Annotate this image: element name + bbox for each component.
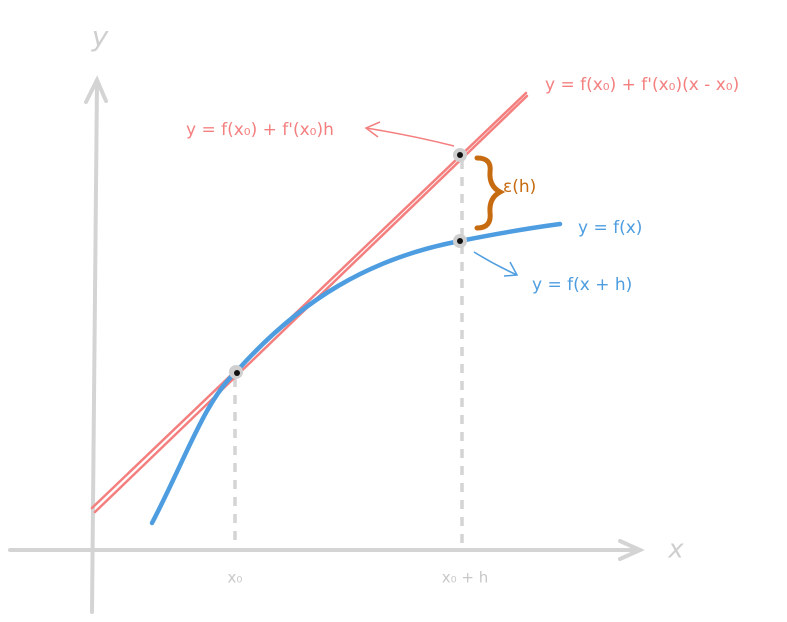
tangent-line-label: y = f(x₀) + f'(x₀)(x - x₀) <box>545 75 739 95</box>
curve-label: y = f(x) <box>578 218 642 238</box>
y-axis-label: y <box>91 20 109 53</box>
error-label: ε(h) <box>503 177 536 197</box>
points <box>229 148 467 379</box>
tangent-point-arrow <box>364 121 455 147</box>
y-axis <box>90 80 99 614</box>
x-axis-label: x <box>667 535 684 565</box>
curve <box>149 221 563 526</box>
error-brace <box>474 155 506 231</box>
tick-label: x₀ + h <box>442 569 489 587</box>
tangent-point-label: y = f(x₀) + f'(x₀)h <box>186 120 334 140</box>
guides <box>233 160 464 548</box>
y-arrow <box>84 75 108 104</box>
x-axis <box>8 548 642 553</box>
x-arrow <box>618 539 645 561</box>
curve-point-label: y = f(x + h) <box>532 275 632 295</box>
tick-label: x₀ <box>228 569 243 587</box>
curve-point-arrow <box>473 251 519 277</box>
axes <box>8 75 645 614</box>
